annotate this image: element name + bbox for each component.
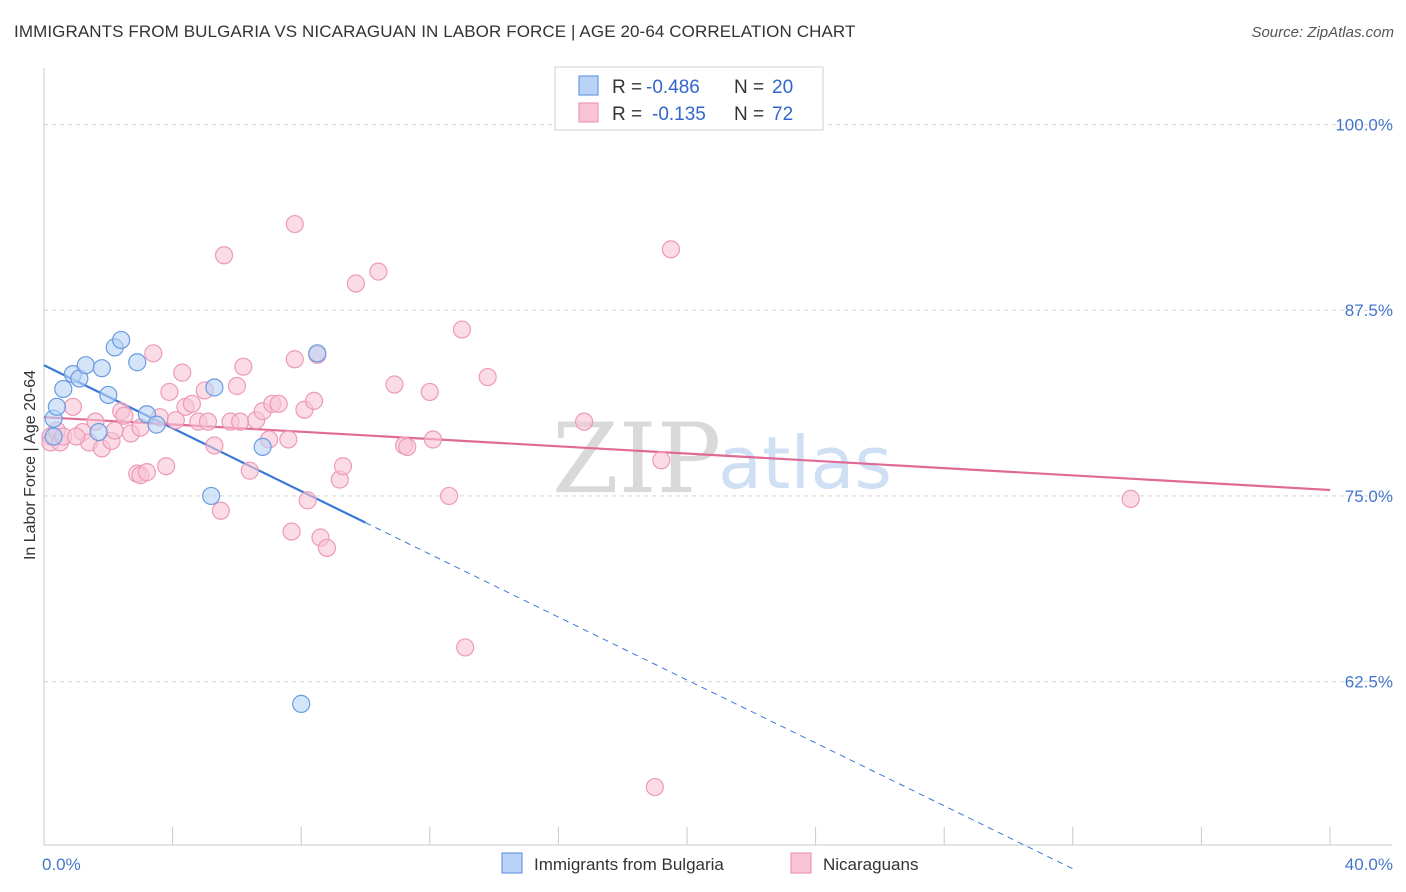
nicaraguans-point-41	[269, 394, 288, 413]
x-tick-label-0: 0.0%	[42, 855, 81, 874]
y-axis-title: In Labor Force | Age 20-64	[22, 370, 39, 560]
y-tick-label-0: 100.0%	[1335, 116, 1393, 135]
source-credit: Source: ZipAtlas.com	[1251, 24, 1394, 41]
legend-n-label-bulgaria: N =	[734, 77, 764, 98]
nicaraguans-point-55	[369, 262, 388, 281]
nicaraguans-point-11	[105, 421, 124, 440]
x-tick-labels: 0.0% 40.0%	[42, 855, 1393, 874]
bulgaria-point-8	[99, 385, 118, 405]
bulgaria-point-19	[292, 694, 311, 713]
nicaraguans-point-25	[182, 394, 201, 413]
legend-n-value-nicaraguans: 72	[772, 104, 793, 125]
nicaraguans-point-5	[63, 397, 83, 416]
legend-r-label-nicaraguans: R =	[612, 104, 642, 125]
nicaraguans-point-62	[452, 320, 472, 339]
legend-top-box	[554, 66, 824, 131]
nicaraguans-point-66	[652, 451, 671, 470]
legend-top: R = -0.486 N = 20 R = -0.135 N = 72	[554, 66, 824, 131]
watermark: ZIP atlas	[552, 403, 892, 515]
nicaraguans-point-29	[205, 436, 224, 455]
nicaraguans-point-28	[198, 412, 218, 431]
nicaraguans-point-36	[240, 461, 259, 480]
legend-bottom-label-nicaraguans: Nicaraguans	[823, 855, 918, 874]
nicaraguans-point-61	[439, 486, 459, 506]
nicaraguans-point-30	[211, 501, 230, 520]
nicaraguans-point-54	[346, 274, 365, 293]
bulgaria-point-6	[76, 356, 95, 375]
legend-swatch-bulgaria	[578, 75, 599, 96]
nicaraguans-point-33	[227, 376, 246, 396]
bulgaria-point-16	[205, 378, 224, 397]
nicaraguans-point-48	[304, 391, 324, 410]
nicaraguans-point-13	[115, 406, 134, 425]
trend-line-bulgaria-extension	[365, 522, 1074, 870]
trend-line-nicaraguans	[43, 416, 1331, 492]
nicaraguans-point-45	[285, 214, 304, 234]
nicaraguans-point-17	[137, 463, 156, 482]
nicaraguans-point-31	[214, 246, 234, 265]
legend-bottom-swatch-nicaraguans	[790, 852, 812, 874]
nicaraguans-point-18	[144, 344, 163, 363]
nicaraguans-point-23	[173, 363, 192, 382]
nicaraguans-point-35	[234, 357, 253, 376]
legend-bottom-label-bulgaria: Immigrants from Bulgaria	[534, 855, 724, 874]
nicaraguans-point-56	[385, 375, 404, 394]
nicaraguans-point-51	[317, 538, 337, 558]
y-tick-label-2: 75.0%	[1345, 487, 1393, 506]
legend-r-value-nicaraguans: -0.135	[652, 104, 706, 125]
legend-bottom: Immigrants from Bulgaria Nicaraguans	[501, 852, 918, 874]
nicaraguans-point-44	[285, 350, 304, 369]
bulgaria-point-18	[308, 344, 327, 363]
bulgaria-point-14	[147, 415, 166, 434]
data-points	[41, 214, 1140, 797]
nicaraguans-point-43	[282, 522, 301, 541]
bulgaria-point-1	[44, 427, 63, 446]
y-tick-labels: 100.0% 87.5% 75.0% 62.5%	[1335, 116, 1393, 692]
nicaraguans-point-20	[157, 457, 176, 476]
bulgaria-point-17	[253, 437, 272, 457]
nicaraguans-point-42	[279, 430, 298, 449]
bulgaria-point-9	[89, 422, 108, 442]
legend-r-value-bulgaria: -0.486	[646, 77, 700, 98]
bulgaria-point-3	[54, 379, 73, 399]
bulgaria-point-11	[112, 330, 131, 350]
bulgaria-point-12	[128, 353, 147, 372]
nicaraguans-point-58	[398, 437, 417, 457]
nicaraguans-point-59	[420, 382, 439, 402]
nicaraguans-point-64	[478, 367, 497, 387]
nicaraguans-point-69	[1121, 489, 1140, 508]
nicaraguans-point-65	[575, 412, 594, 431]
nicaraguans-point-63	[456, 638, 475, 657]
bulgaria-point-2	[47, 397, 66, 416]
nicaraguans-point-68	[645, 777, 664, 797]
legend-n-value-bulgaria: 20	[772, 77, 793, 98]
nicaraguans-point-67	[661, 240, 681, 259]
axes	[43, 68, 1392, 846]
nicaraguans-point-21	[160, 382, 179, 402]
y-tick-label-3: 62.5%	[1345, 673, 1393, 692]
legend-n-label-nicaraguans: N =	[734, 104, 764, 125]
nicaraguans-point-22	[166, 411, 185, 430]
bulgaria-point-15	[202, 486, 221, 506]
y-tick-label-1: 87.5%	[1345, 301, 1393, 320]
legend-swatch-nicaraguans	[578, 102, 599, 123]
nicaraguans-point-47	[298, 491, 317, 510]
nicaraguans-point-60	[423, 430, 443, 449]
legend-r-label-bulgaria: R =	[612, 77, 642, 98]
nicaraguans-point-70	[67, 427, 86, 446]
chart-title: IMMIGRANTS FROM BULGARIA VS NICARAGUAN I…	[14, 22, 856, 41]
x-tick-label-1: 40.0%	[1345, 855, 1393, 874]
nicaraguans-point-34	[231, 412, 250, 431]
bulgaria-point-7	[92, 359, 111, 378]
nicaraguans-point-53	[333, 457, 353, 476]
legend-bottom-swatch-bulgaria	[501, 852, 523, 874]
